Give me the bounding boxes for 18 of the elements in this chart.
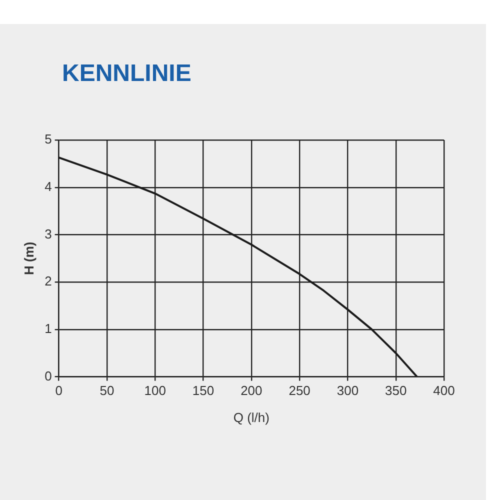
y-axis-title: H (m) xyxy=(21,242,36,276)
y-tick-label: 1 xyxy=(44,321,52,336)
x-tick-label: 300 xyxy=(336,383,359,398)
x-tick-label: 150 xyxy=(192,383,214,398)
x-tick-label: 50 xyxy=(100,383,114,398)
y-tick-label: 4 xyxy=(44,178,52,194)
y-tick-label: 2 xyxy=(44,274,52,289)
x-axis-title: Q (l/h) xyxy=(233,410,270,425)
x-tick-label: 250 xyxy=(288,383,310,398)
y-tick-label: 0 xyxy=(44,368,52,384)
y-tick-label: 5 xyxy=(44,132,52,147)
y-tick-label: 3 xyxy=(44,226,52,242)
x-tick-label: 0 xyxy=(55,383,62,398)
x-tick-label: 200 xyxy=(240,383,262,398)
chart-title: KENNLINIE xyxy=(62,60,192,88)
x-tick-label: 350 xyxy=(385,383,407,398)
x-tick-label: 100 xyxy=(144,383,166,398)
x-tick-label: 400 xyxy=(433,383,455,398)
